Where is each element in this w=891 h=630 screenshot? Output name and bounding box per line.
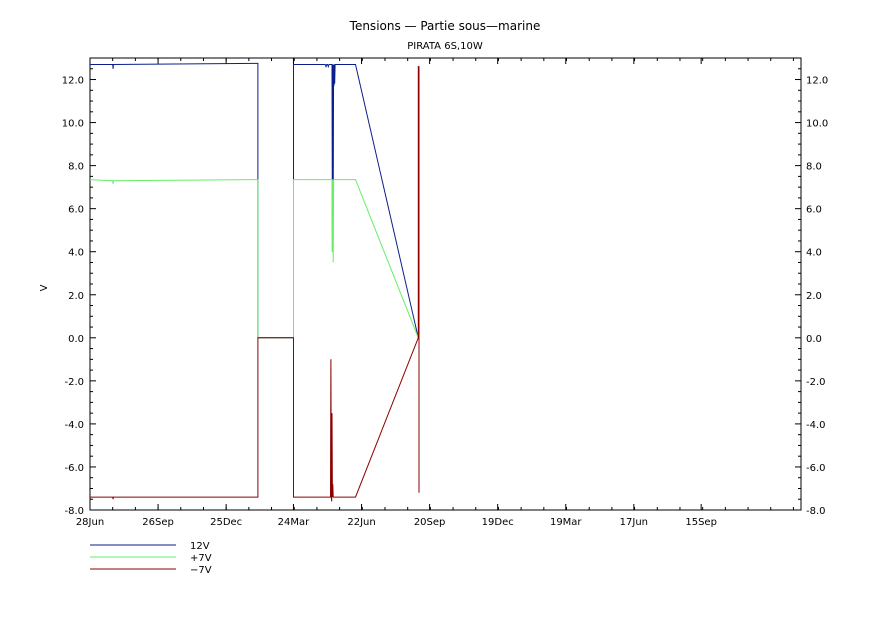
- x-tick-label: 17Jun: [620, 517, 648, 528]
- y-tick-label: -8.0: [64, 506, 84, 517]
- y-tick-label: 6.0: [68, 205, 84, 216]
- y-tick-label-right: 12.0: [806, 76, 828, 87]
- y-tick-label: -6.0: [64, 463, 84, 474]
- x-tick-label: 24Mar: [278, 517, 310, 528]
- y-tick-label: 4.0: [68, 248, 84, 259]
- x-tick-label: 28Jun: [76, 517, 104, 528]
- y-tick-label: 10.0: [62, 119, 84, 130]
- y-tick-label: 0.0: [68, 334, 84, 345]
- x-tick-label: 19Dec: [482, 517, 514, 528]
- y-tick-label-right: 4.0: [806, 248, 822, 259]
- series-line-7V: [89, 179, 419, 339]
- y-tick-label-right: 0.0: [806, 334, 822, 345]
- y-tick-label: 2.0: [68, 291, 84, 302]
- series-line-7V: [90, 66, 420, 502]
- legend: 12V+7V−7V: [90, 541, 212, 576]
- y-tick-label: -2.0: [64, 377, 84, 388]
- legend-label: −7V: [190, 565, 212, 576]
- y-tick-label-right: 10.0: [806, 119, 828, 130]
- y-tick-label-right: 6.0: [806, 205, 822, 216]
- y-tick-label-right: -2.0: [806, 377, 826, 388]
- legend-label: 12V: [190, 541, 210, 552]
- x-tick-label: 25Dec: [210, 517, 242, 528]
- x-tick-label: 19Mar: [550, 517, 582, 528]
- x-tick-label: 15Sep: [685, 517, 717, 528]
- y-tick-label-right: 8.0: [806, 162, 822, 173]
- y-tick-label-right: -4.0: [806, 420, 826, 431]
- x-tick-labels: 28Jun 26Sep 25Dec 24Mar 22Jun 20Sep 19Dec 19Mar…: [76, 517, 717, 528]
- y-tick-label: 8.0: [68, 162, 84, 173]
- x-tick-label: 20Sep: [414, 517, 446, 528]
- chart-title: Tensions — Partie sous—marine: [349, 19, 541, 33]
- y-tick-label-right: -8.0: [806, 506, 826, 517]
- y-axis-label: V: [39, 284, 50, 291]
- y-tick-label-right: 2.0: [806, 291, 822, 302]
- series-lines: [89, 62, 420, 502]
- series-line-12V: [90, 62, 419, 339]
- axis-ticks: [89, 57, 801, 511]
- chart-subtitle: PIRATA 6S,10W: [407, 41, 483, 52]
- y-tick-labels: 12.0 12.0 10.0 10.0 8.0 8.0 6.0 6.0 4.0 4.0 2.0 2.0…: [62, 76, 829, 517]
- y-tick-label: -4.0: [64, 420, 84, 431]
- y-tick-label: 12.0: [62, 76, 84, 87]
- x-tick-label: 22Jun: [347, 517, 375, 528]
- x-tick-label: 26Sep: [142, 517, 174, 528]
- legend-label: +7V: [190, 553, 212, 564]
- plot-frame: [89, 57, 802, 511]
- y-tick-label-right: -6.0: [806, 463, 826, 474]
